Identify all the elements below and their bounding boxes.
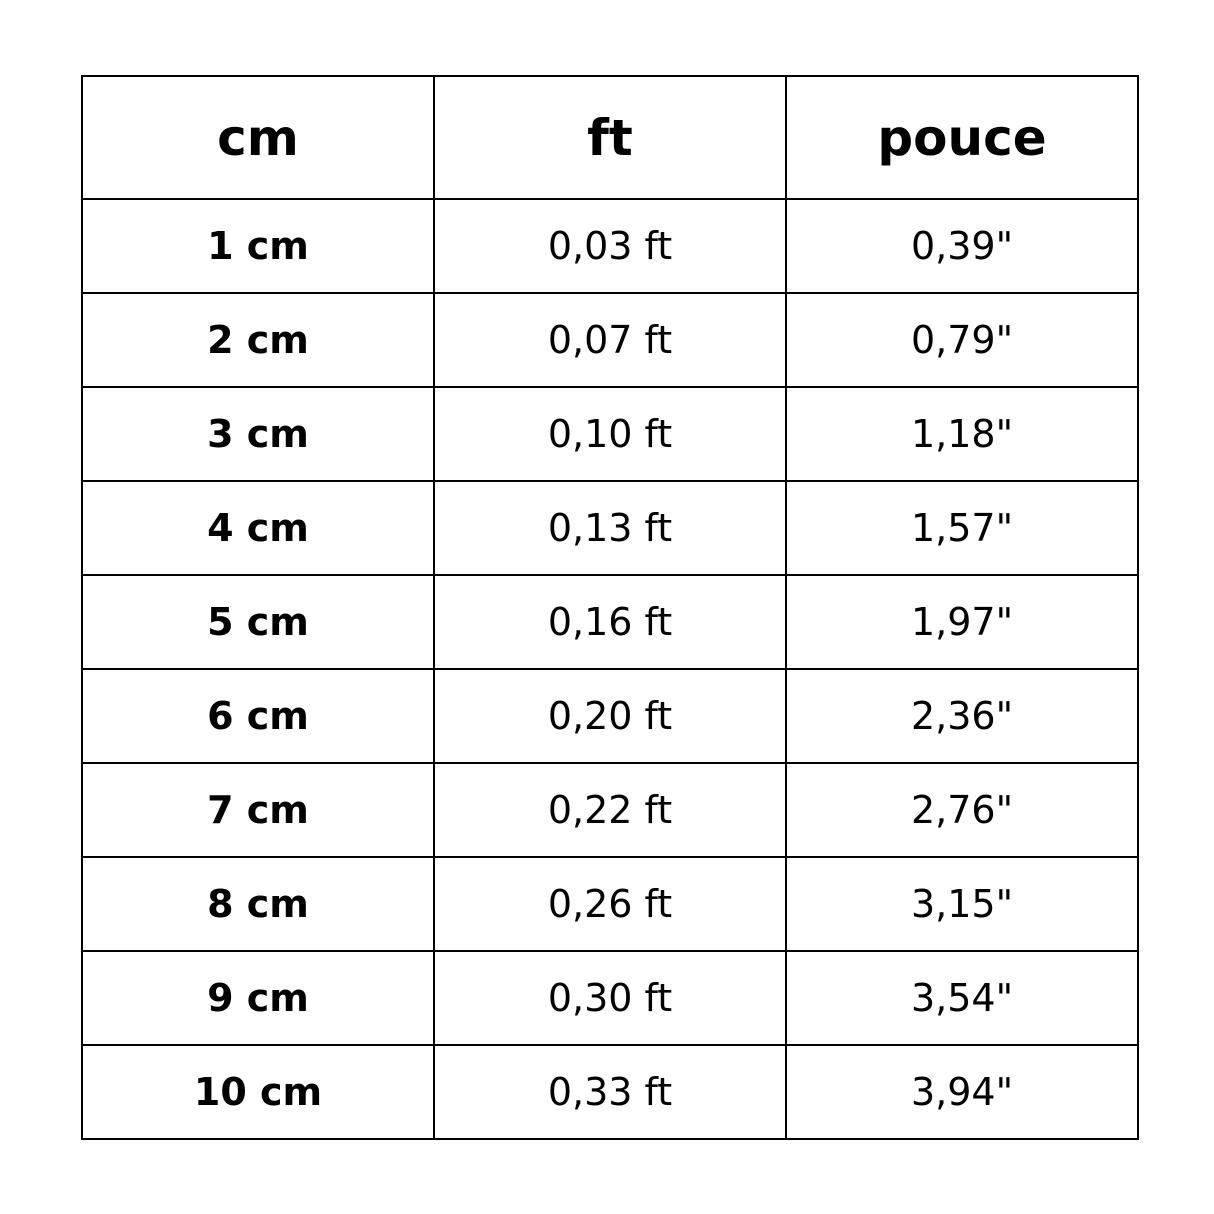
table-row: 8 cm 0,26 ft 3,15" xyxy=(81,856,1139,952)
table-cell: 1,57" xyxy=(785,480,1139,576)
table-row: 10 cm 0,33 ft 3,94" xyxy=(81,1044,1139,1140)
table-cell: 0,13 ft xyxy=(433,480,787,576)
table-cell: 0,07 ft xyxy=(433,292,787,388)
header-cell: ft xyxy=(433,75,787,200)
header-row: cm ft pouce xyxy=(81,75,1139,200)
table-row: 5 cm 0,16 ft 1,97" xyxy=(81,574,1139,670)
table-row: 9 cm 0,30 ft 3,54" xyxy=(81,950,1139,1046)
table-row: 1 cm 0,03 ft 0,39" xyxy=(81,198,1139,294)
table-cell: 0,10 ft xyxy=(433,386,787,482)
table-cell: 7 cm xyxy=(81,762,435,858)
table-cell: 1,18" xyxy=(785,386,1139,482)
header-cell: pouce xyxy=(785,75,1139,200)
table-body: 1 cm 0,03 ft 0,39" 2 cm 0,07 ft 0,79" 3 cm 0,10… xyxy=(81,198,1139,1140)
table-cell: 3,15" xyxy=(785,856,1139,952)
table-row: 3 cm 0,10 ft 1,18" xyxy=(81,386,1139,482)
table-row: 6 cm 0,20 ft 2,36" xyxy=(81,668,1139,764)
table-cell: 0,79" xyxy=(785,292,1139,388)
table-cell: 2 cm xyxy=(81,292,435,388)
table-header: cm ft pouce xyxy=(81,75,1139,200)
table-cell: 0,22 ft xyxy=(433,762,787,858)
table-cell: 0,16 ft xyxy=(433,574,787,670)
table-cell: 4 cm xyxy=(81,480,435,576)
table-cell: 0,26 ft xyxy=(433,856,787,952)
table-cell: 1,97" xyxy=(785,574,1139,670)
table-cell: 0,33 ft xyxy=(433,1044,787,1140)
table-cell: 0,03 ft xyxy=(433,198,787,294)
table-row: 2 cm 0,07 ft 0,79" xyxy=(81,292,1139,388)
table-cell: 0,20 ft xyxy=(433,668,787,764)
table-row: 7 cm 0,22 ft 2,76" xyxy=(81,762,1139,858)
table-cell: 2,76" xyxy=(785,762,1139,858)
table-cell: 0,30 ft xyxy=(433,950,787,1046)
header-cell: cm xyxy=(81,75,435,200)
table-cell: 1 cm xyxy=(81,198,435,294)
table-cell: 9 cm xyxy=(81,950,435,1046)
table-cell: 3 cm xyxy=(81,386,435,482)
table-cell: 3,54" xyxy=(785,950,1139,1046)
table-cell: 3,94" xyxy=(785,1044,1139,1140)
table-cell: 8 cm xyxy=(81,856,435,952)
table-cell: 10 cm xyxy=(81,1044,435,1140)
table-row: 4 cm 0,13 ft 1,57" xyxy=(81,480,1139,576)
conversion-table: cm ft pouce 1 cm 0,03 ft 0,39" 2 cm 0,07 ft 0,7… xyxy=(81,75,1139,1140)
table-cell: 2,36" xyxy=(785,668,1139,764)
table-cell: 0,39" xyxy=(785,198,1139,294)
table-cell: 6 cm xyxy=(81,668,435,764)
table-cell: 5 cm xyxy=(81,574,435,670)
